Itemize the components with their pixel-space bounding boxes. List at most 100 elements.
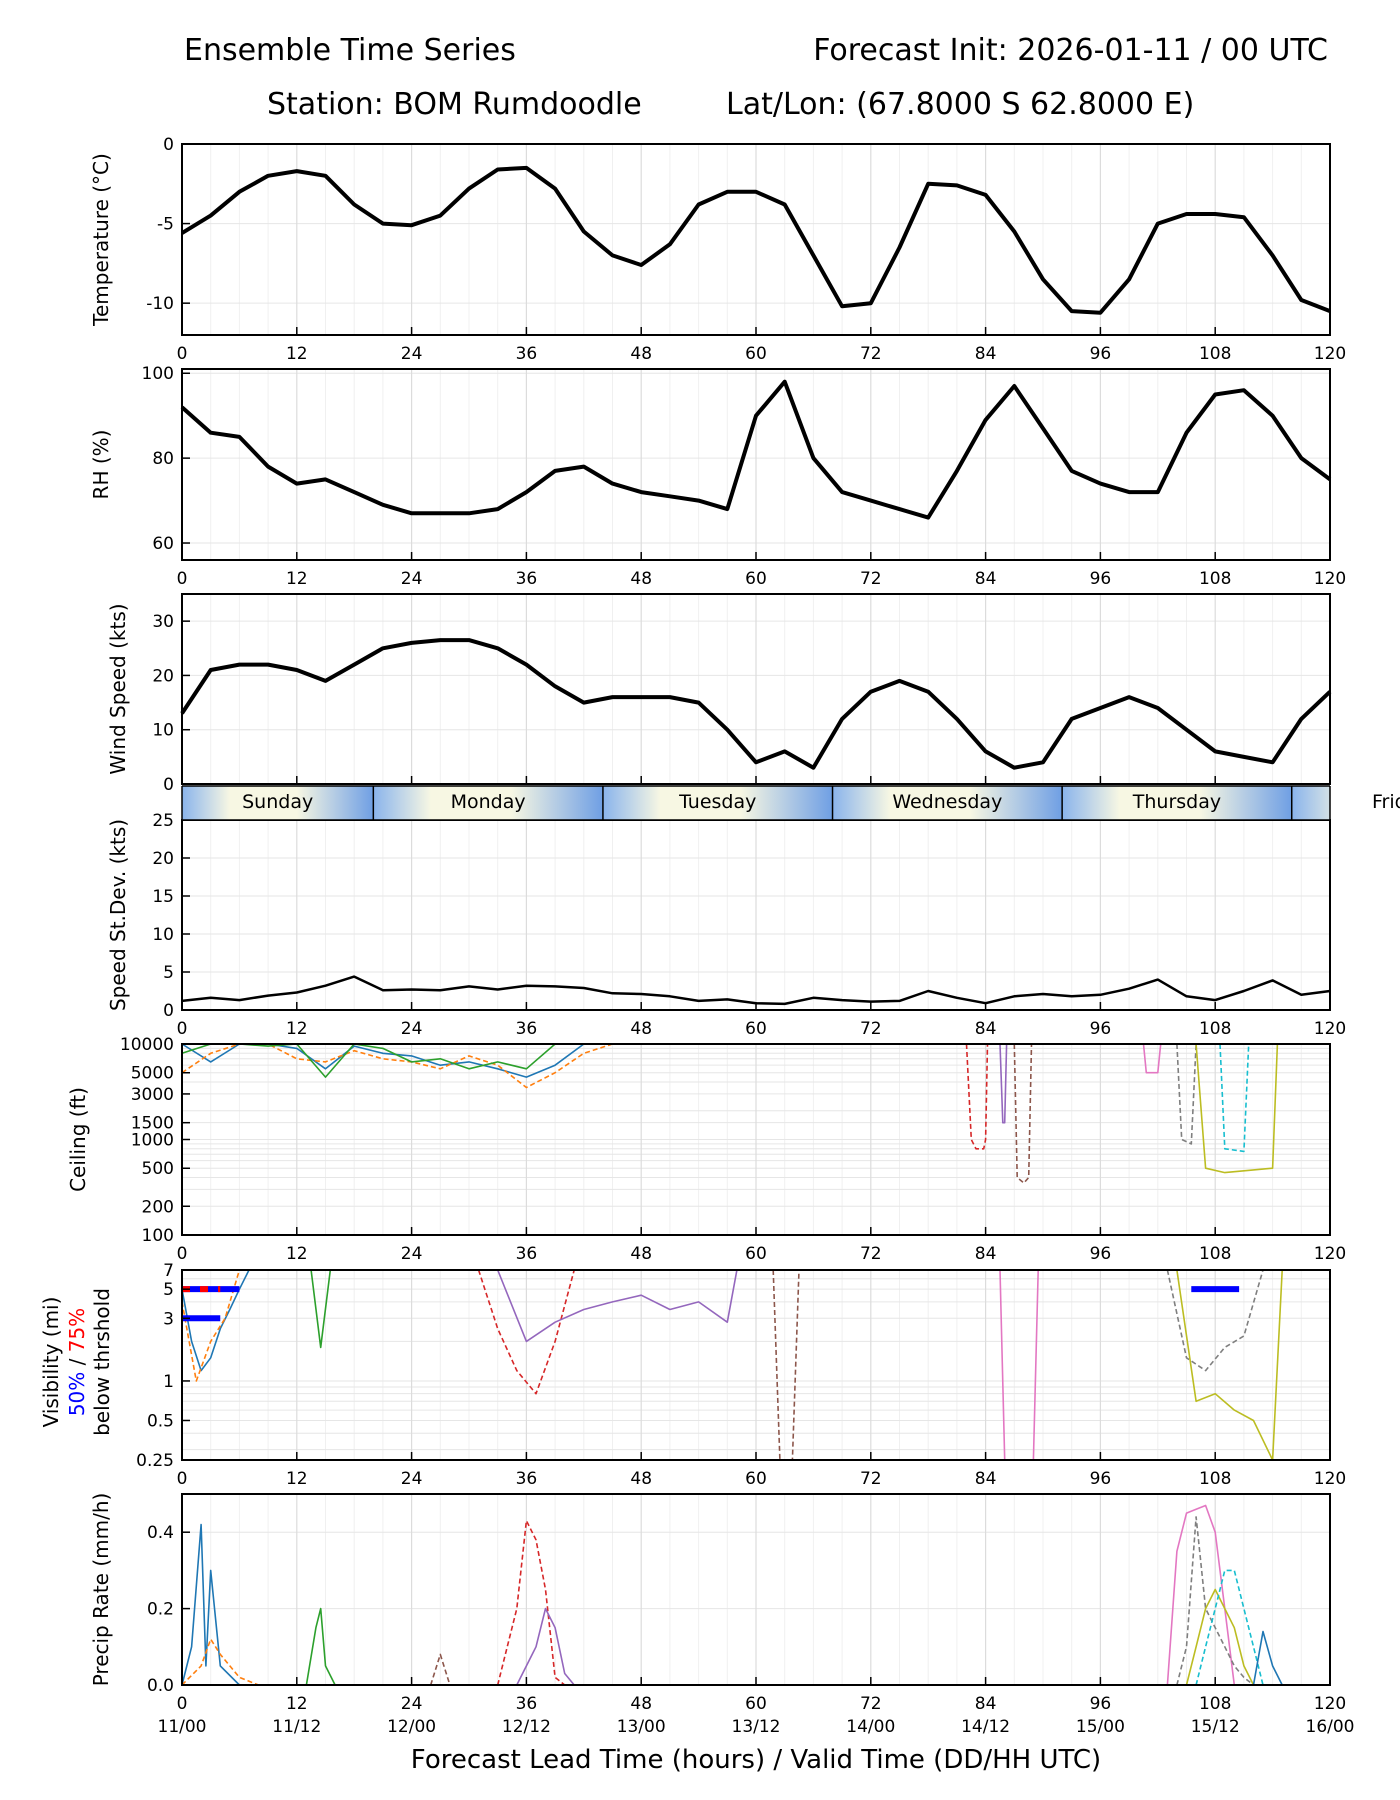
valid-time-label: 11/12 [272, 1717, 321, 1737]
y-tick-label: 30 [152, 612, 174, 632]
panel-rh: 60 80 100 0 12 24 36 48 60 72 84 96 108 120 RH (%) [89, 364, 1346, 589]
panel-temperature: 0 -5 -10 0 12 24 36 48 60 72 84 96 108 120 Temperature… [89, 135, 1346, 364]
day-strip [182, 786, 1330, 820]
x-tick-label: 108 [1199, 344, 1231, 364]
y-tick-label: 25 [152, 811, 174, 831]
y-tick-label: 1500 [131, 1114, 174, 1134]
forecast-init: Forecast Init: 2026-01-11 / 00 UTC [813, 33, 1328, 68]
day-band-tuesday [602, 786, 833, 820]
valid-time-label: 12/00 [387, 1717, 436, 1737]
series-line-visibility-m5 [496, 1269, 738, 1343]
chart-title: Ensemble Time Series [184, 33, 516, 68]
y-tick-label: 0 [163, 775, 174, 795]
y-axis-label-temperature: Temperature (°C) [89, 153, 113, 327]
series-line-ceiling-m8 [1176, 1043, 1197, 1145]
y-tick-label: 0.5 [147, 1411, 174, 1431]
y-tick-label: 5000 [131, 1064, 174, 1084]
x-tick-label: 0 [177, 1694, 188, 1714]
x-tick-label: 60 [745, 1469, 767, 1489]
series-line-precip-m10 [1195, 1569, 1264, 1686]
panel-wind: 0 10 20 30 Wind Speed (kts) [106, 593, 1332, 795]
series-group [181, 1504, 1283, 1686]
x-tick-label: 72 [860, 1244, 882, 1264]
panel-speed_sd: 0 5 10 15 20 25 0 12 24 36 48 60 72 84 96 108 120 Speed S… [106, 811, 1346, 1039]
y-tick-label: -5 [157, 215, 174, 235]
x-tick-label: 120 [1314, 569, 1346, 589]
day-label-tuesday: Tuesday [678, 791, 756, 813]
x-tick-label: 12 [286, 344, 308, 364]
x-tick-label: 120 [1314, 1244, 1346, 1264]
y-tick-label: 5 [163, 1280, 174, 1300]
x-tick-label: 96 [1090, 1019, 1112, 1039]
x-tick-label: 12 [286, 1469, 308, 1489]
valid-time-label: 13/12 [732, 1717, 781, 1737]
x-tick-label: 60 [745, 569, 767, 589]
x-tick-label: 60 [745, 344, 767, 364]
y-tick-label: 0 [163, 135, 174, 155]
y-axis-label-precip: Precip Rate (mm/h) [89, 1493, 113, 1687]
x-tick-label: 96 [1090, 1694, 1112, 1714]
x-tick-label: 12 [286, 1019, 308, 1039]
visibility-ylabel-line2: 50% / 75% [65, 1308, 89, 1416]
x-tick-label: 36 [516, 344, 538, 364]
x-tick-label: 72 [860, 344, 882, 364]
series-line-ceiling-m4 [965, 1043, 989, 1150]
x-tick-label: 108 [1199, 569, 1231, 589]
y-tick-label: 7 [163, 1261, 174, 1281]
series-line-precip-m3 [305, 1607, 336, 1686]
y-tick-label: 100 [142, 364, 174, 384]
x-tick-label: 96 [1090, 1244, 1112, 1264]
x-tick-label: 120 [1314, 1019, 1346, 1039]
valid-time-label: 14/12 [961, 1717, 1010, 1737]
series-line-precip-m1 [181, 1523, 240, 1686]
series-group [180, 379, 1332, 520]
x-tick-label: 108 [1199, 1244, 1231, 1264]
x-tick-label: 36 [516, 1469, 538, 1489]
series-line-ceiling-m5 [999, 1043, 1008, 1124]
series-line-precip-m6 [429, 1653, 451, 1686]
valid-time-label: 13/00 [617, 1717, 666, 1737]
x-tick-label: 24 [401, 569, 423, 589]
x-tick-label: 60 [745, 1244, 767, 1264]
x-tick-label: 48 [630, 344, 652, 364]
x-tick-label: 48 [630, 569, 652, 589]
x-tick-label: 84 [975, 569, 997, 589]
series-line-precip-m2 [181, 1638, 259, 1686]
x-tick-label: 36 [516, 1244, 538, 1264]
series-group [180, 165, 1331, 315]
series-line-wind-ensemble-mean [180, 638, 1332, 770]
y-tick-label: 0.25 [136, 1451, 174, 1471]
x-tick-label: 48 [630, 1694, 652, 1714]
x-tick-label: 84 [975, 1694, 997, 1714]
valid-time-label: 12/12 [502, 1717, 551, 1737]
panel-visibility: 75 3 1 0.5 0.250 12 24 36 48 60 72 84 96 108 120 [136, 1261, 1346, 1489]
y-tick-label: 100 [142, 1226, 174, 1246]
series-group [180, 638, 1332, 770]
x-tick-label: 12 [286, 569, 308, 589]
series-line-precip-m5 [516, 1607, 575, 1686]
x-tick-label: 108 [1199, 1019, 1231, 1039]
x-tick-label: 48 [630, 1019, 652, 1039]
x-tick-label: 84 [975, 344, 997, 364]
y-tick-label: 10 [152, 721, 174, 741]
y-axis-label-wind: Wind Speed (kts) [106, 603, 130, 774]
x-tick-label: 12 [286, 1244, 308, 1264]
x-tick-label: 120 [1314, 1694, 1346, 1714]
x-tick-label: 120 [1314, 344, 1346, 364]
day-label-thursday: Thursday [1132, 791, 1221, 813]
y-tick-label: 10 [152, 925, 174, 945]
y-tick-label: 10000 [120, 1035, 174, 1055]
panel-precip: 0.0 0.2 0.4 0 11/00 12 11/12 24 12/00 36 12/12 48 13… [89, 1493, 1355, 1737]
x-tick-label: 24 [401, 1244, 423, 1264]
x-tick-label: 24 [401, 1694, 423, 1714]
series-line-visibility-m1 [181, 1269, 250, 1372]
x-tick-label: 0 [177, 1244, 188, 1264]
series-line-rh-ensemble-mean [180, 379, 1332, 520]
y-tick-label: -10 [146, 294, 174, 314]
valid-time-label: 16/00 [1306, 1717, 1355, 1737]
y-tick-label: 15 [152, 887, 174, 907]
y-tick-label: 200 [142, 1197, 174, 1217]
y-tick-label: 500 [142, 1159, 174, 1179]
